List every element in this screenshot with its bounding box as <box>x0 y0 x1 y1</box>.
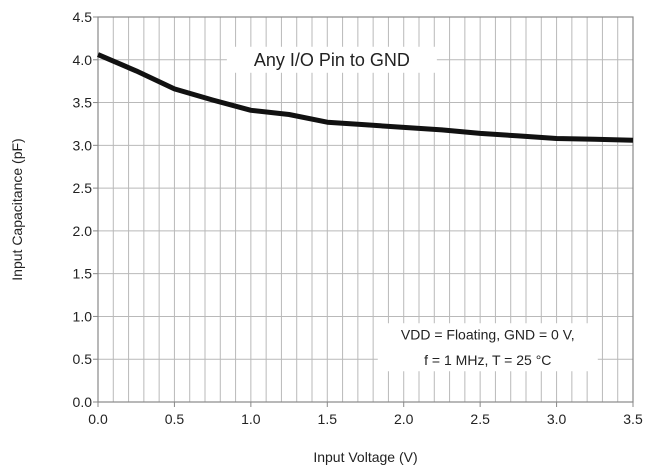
y-tick-label: 4.0 <box>73 52 93 68</box>
y-tick-label: 0.5 <box>73 351 93 367</box>
y-tick-label: 4.5 <box>73 9 93 25</box>
y-tick-label: 3.5 <box>73 95 93 111</box>
y-axis-title: Input Capacitance (pF) <box>9 138 25 280</box>
x-tick-label: 0.0 <box>88 411 108 427</box>
annotation-background <box>377 323 598 372</box>
x-tick-label: 3.5 <box>623 411 643 427</box>
y-tick-label: 2.5 <box>73 180 93 196</box>
annotation-text: VDD = Floating, GND = 0 V, <box>401 326 575 342</box>
y-tick-label: 3.0 <box>73 137 93 153</box>
annotations: Any I/O Pin to GND VDD = Floating, GND = … <box>226 46 598 372</box>
y-tick-label: 0.0 <box>73 394 93 410</box>
x-tick-label: 1.5 <box>318 411 338 427</box>
series-line <box>97 52 634 143</box>
y-tick-label: 1.0 <box>73 308 93 324</box>
x-tick-label: 0.5 <box>165 411 185 427</box>
x-tick-label: 3.0 <box>547 411 567 427</box>
plot-frame <box>97 16 634 403</box>
y-axis-ticks: 0.0 0.5 1.0 1.5 2.0 2.5 3.0 3.5 4.0 4.5 <box>73 9 98 410</box>
x-tick-label: 1.0 <box>241 411 261 427</box>
annotation-text: Any I/O Pin to GND <box>254 50 410 70</box>
y-tick-label: 1.5 <box>73 266 93 282</box>
x-tick-label: 2.0 <box>394 411 414 427</box>
annotation-background <box>226 46 437 73</box>
x-axis-title: Input Voltage (V) <box>313 449 417 465</box>
x-axis-ticks: 0.0 0.5 1.0 1.5 2.0 2.5 3.0 3.5 <box>88 402 643 427</box>
x-tick-label: 2.5 <box>470 411 490 427</box>
annotation-text: f = 1 MHz, T = 25 °C <box>424 352 551 368</box>
y-tick-label: 2.0 <box>73 223 93 239</box>
